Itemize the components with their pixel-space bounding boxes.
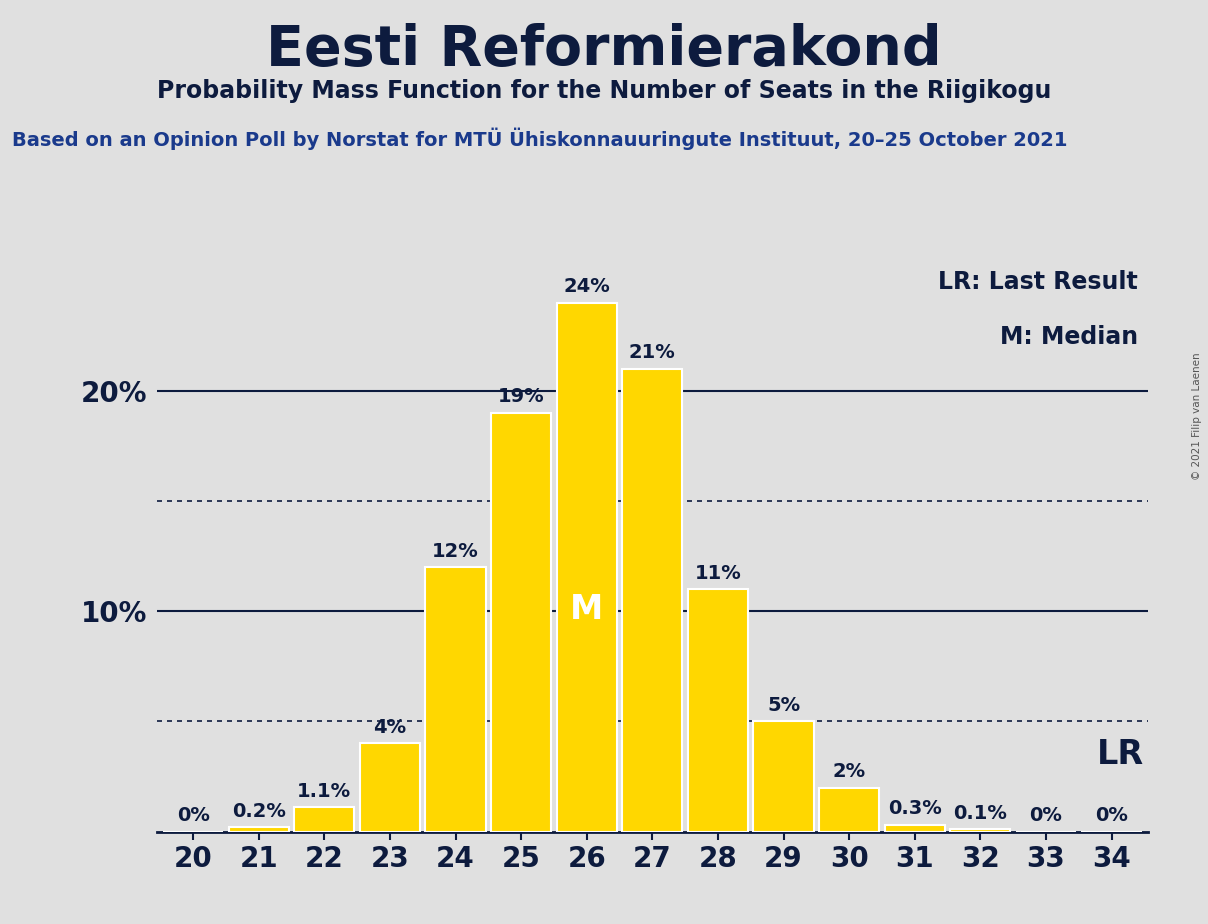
- Bar: [951, 830, 1011, 832]
- Text: 0%: 0%: [176, 806, 209, 825]
- Text: 19%: 19%: [498, 387, 545, 407]
- Bar: [819, 787, 879, 832]
- Text: Based on an Opinion Poll by Norstat for MTÜ Ühiskonnauuringute Instituut, 20–25 : Based on an Opinion Poll by Norstat for …: [12, 128, 1068, 150]
- Text: 0.1%: 0.1%: [953, 804, 1007, 822]
- Text: © 2021 Filip van Laenen: © 2021 Filip van Laenen: [1192, 352, 1202, 480]
- Bar: [425, 567, 486, 832]
- Text: 0.2%: 0.2%: [232, 802, 285, 821]
- Bar: [294, 808, 354, 832]
- Text: 12%: 12%: [432, 541, 478, 561]
- Text: 0%: 0%: [1029, 806, 1062, 825]
- Text: M: M: [570, 593, 603, 626]
- Text: 0%: 0%: [1096, 806, 1128, 825]
- Bar: [490, 413, 551, 832]
- Bar: [687, 590, 748, 832]
- Bar: [360, 744, 420, 832]
- Text: 4%: 4%: [373, 718, 406, 736]
- Text: 0.3%: 0.3%: [888, 799, 941, 819]
- Text: 5%: 5%: [767, 696, 800, 715]
- Text: Eesti Reformierakond: Eesti Reformierakond: [266, 23, 942, 77]
- Text: LR: Last Result: LR: Last Result: [937, 270, 1138, 294]
- Bar: [622, 369, 683, 832]
- Text: 11%: 11%: [695, 564, 742, 583]
- Text: LR: LR: [1097, 738, 1144, 771]
- Text: 2%: 2%: [832, 762, 866, 781]
- Bar: [884, 825, 945, 832]
- Bar: [754, 722, 814, 832]
- Text: Probability Mass Function for the Number of Seats in the Riigikogu: Probability Mass Function for the Number…: [157, 79, 1051, 103]
- Text: M: Median: M: Median: [1000, 325, 1138, 349]
- Bar: [228, 827, 289, 832]
- Text: 1.1%: 1.1%: [297, 782, 352, 801]
- Bar: [557, 303, 617, 832]
- Text: 21%: 21%: [629, 344, 675, 362]
- Text: 24%: 24%: [563, 277, 610, 297]
